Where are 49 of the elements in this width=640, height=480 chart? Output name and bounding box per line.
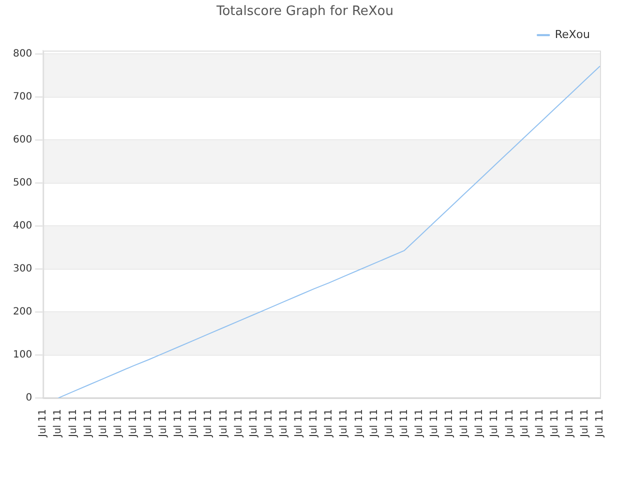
x-tick-label: Jul 11 xyxy=(294,409,305,438)
x-tick-label: Jul 11 xyxy=(82,409,94,438)
x-tick-label: Jul 11 xyxy=(474,409,486,438)
y-tick-label: 700 xyxy=(12,92,32,103)
x-tick-label: Jul 11 xyxy=(263,409,274,438)
x-tick-label: Jul 11 xyxy=(519,409,530,438)
x-tick-label: Jul 11 xyxy=(173,409,184,438)
x-tick-label: Jul 11 xyxy=(564,409,576,438)
x-tick-label: Jul 11 xyxy=(143,409,154,438)
y-tick-label: 400 xyxy=(12,220,32,232)
x-tick-label: Jul 11 xyxy=(158,409,170,438)
x-tick-label: Jul 11 xyxy=(308,409,320,438)
x-tick-label: Jul 11 xyxy=(489,409,500,438)
x-tick-label: Jul 11 xyxy=(38,409,49,438)
x-tick-label: Jul 11 xyxy=(459,409,470,438)
x-tick-label: Jul 11 xyxy=(414,409,425,438)
x-tick-label: Jul 11 xyxy=(398,409,410,438)
x-tick-label: Jul 11 xyxy=(580,409,591,438)
x-tick-label: Jul 11 xyxy=(218,409,230,438)
y-tick-label: 0 xyxy=(26,392,32,404)
x-tick-label: Jul 11 xyxy=(368,409,380,438)
x-tick-label: Jul 11 xyxy=(203,409,214,438)
x-tick-label: Jul 11 xyxy=(534,409,546,438)
x-tick-label: Jul 11 xyxy=(98,409,109,438)
x-tick-label: Jul 11 xyxy=(112,409,124,438)
x-tick-label: Jul 11 xyxy=(324,409,335,438)
x-tick-label: Jul 11 xyxy=(429,409,440,438)
x-tick-label: Jul 11 xyxy=(233,409,244,438)
y-tick-label: 500 xyxy=(12,178,32,189)
y-tick-label: 800 xyxy=(12,48,32,60)
x-tick-label: Jul 11 xyxy=(68,409,79,438)
x-tick-label: Jul 11 xyxy=(384,409,395,438)
x-tick-label: Jul 11 xyxy=(444,409,456,438)
y-tick-label: 600 xyxy=(12,134,32,146)
x-tick-label: Jul 11 xyxy=(248,409,260,438)
legend-label: ReXou xyxy=(554,28,590,41)
x-tick-label: Jul 11 xyxy=(338,409,350,438)
x-tick-label: Jul 11 xyxy=(594,409,606,438)
y-tick-label: 100 xyxy=(12,350,32,361)
x-tick-label: Jul 11 xyxy=(278,409,290,438)
x-tick-label: Jul 11 xyxy=(354,409,365,438)
x-tick-label: Jul 11 xyxy=(128,409,139,438)
x-tick-label: Jul 11 xyxy=(52,409,64,438)
x-tick-label: Jul 11 xyxy=(549,409,560,438)
x-tick-label: Jul 11 xyxy=(504,409,516,438)
y-tick-label: 300 xyxy=(12,264,32,275)
chart-title: Totalscore Graph for ReXou xyxy=(216,4,394,20)
y-tick-label: 200 xyxy=(12,306,32,318)
x-tick-label: Jul 11 xyxy=(188,409,200,438)
